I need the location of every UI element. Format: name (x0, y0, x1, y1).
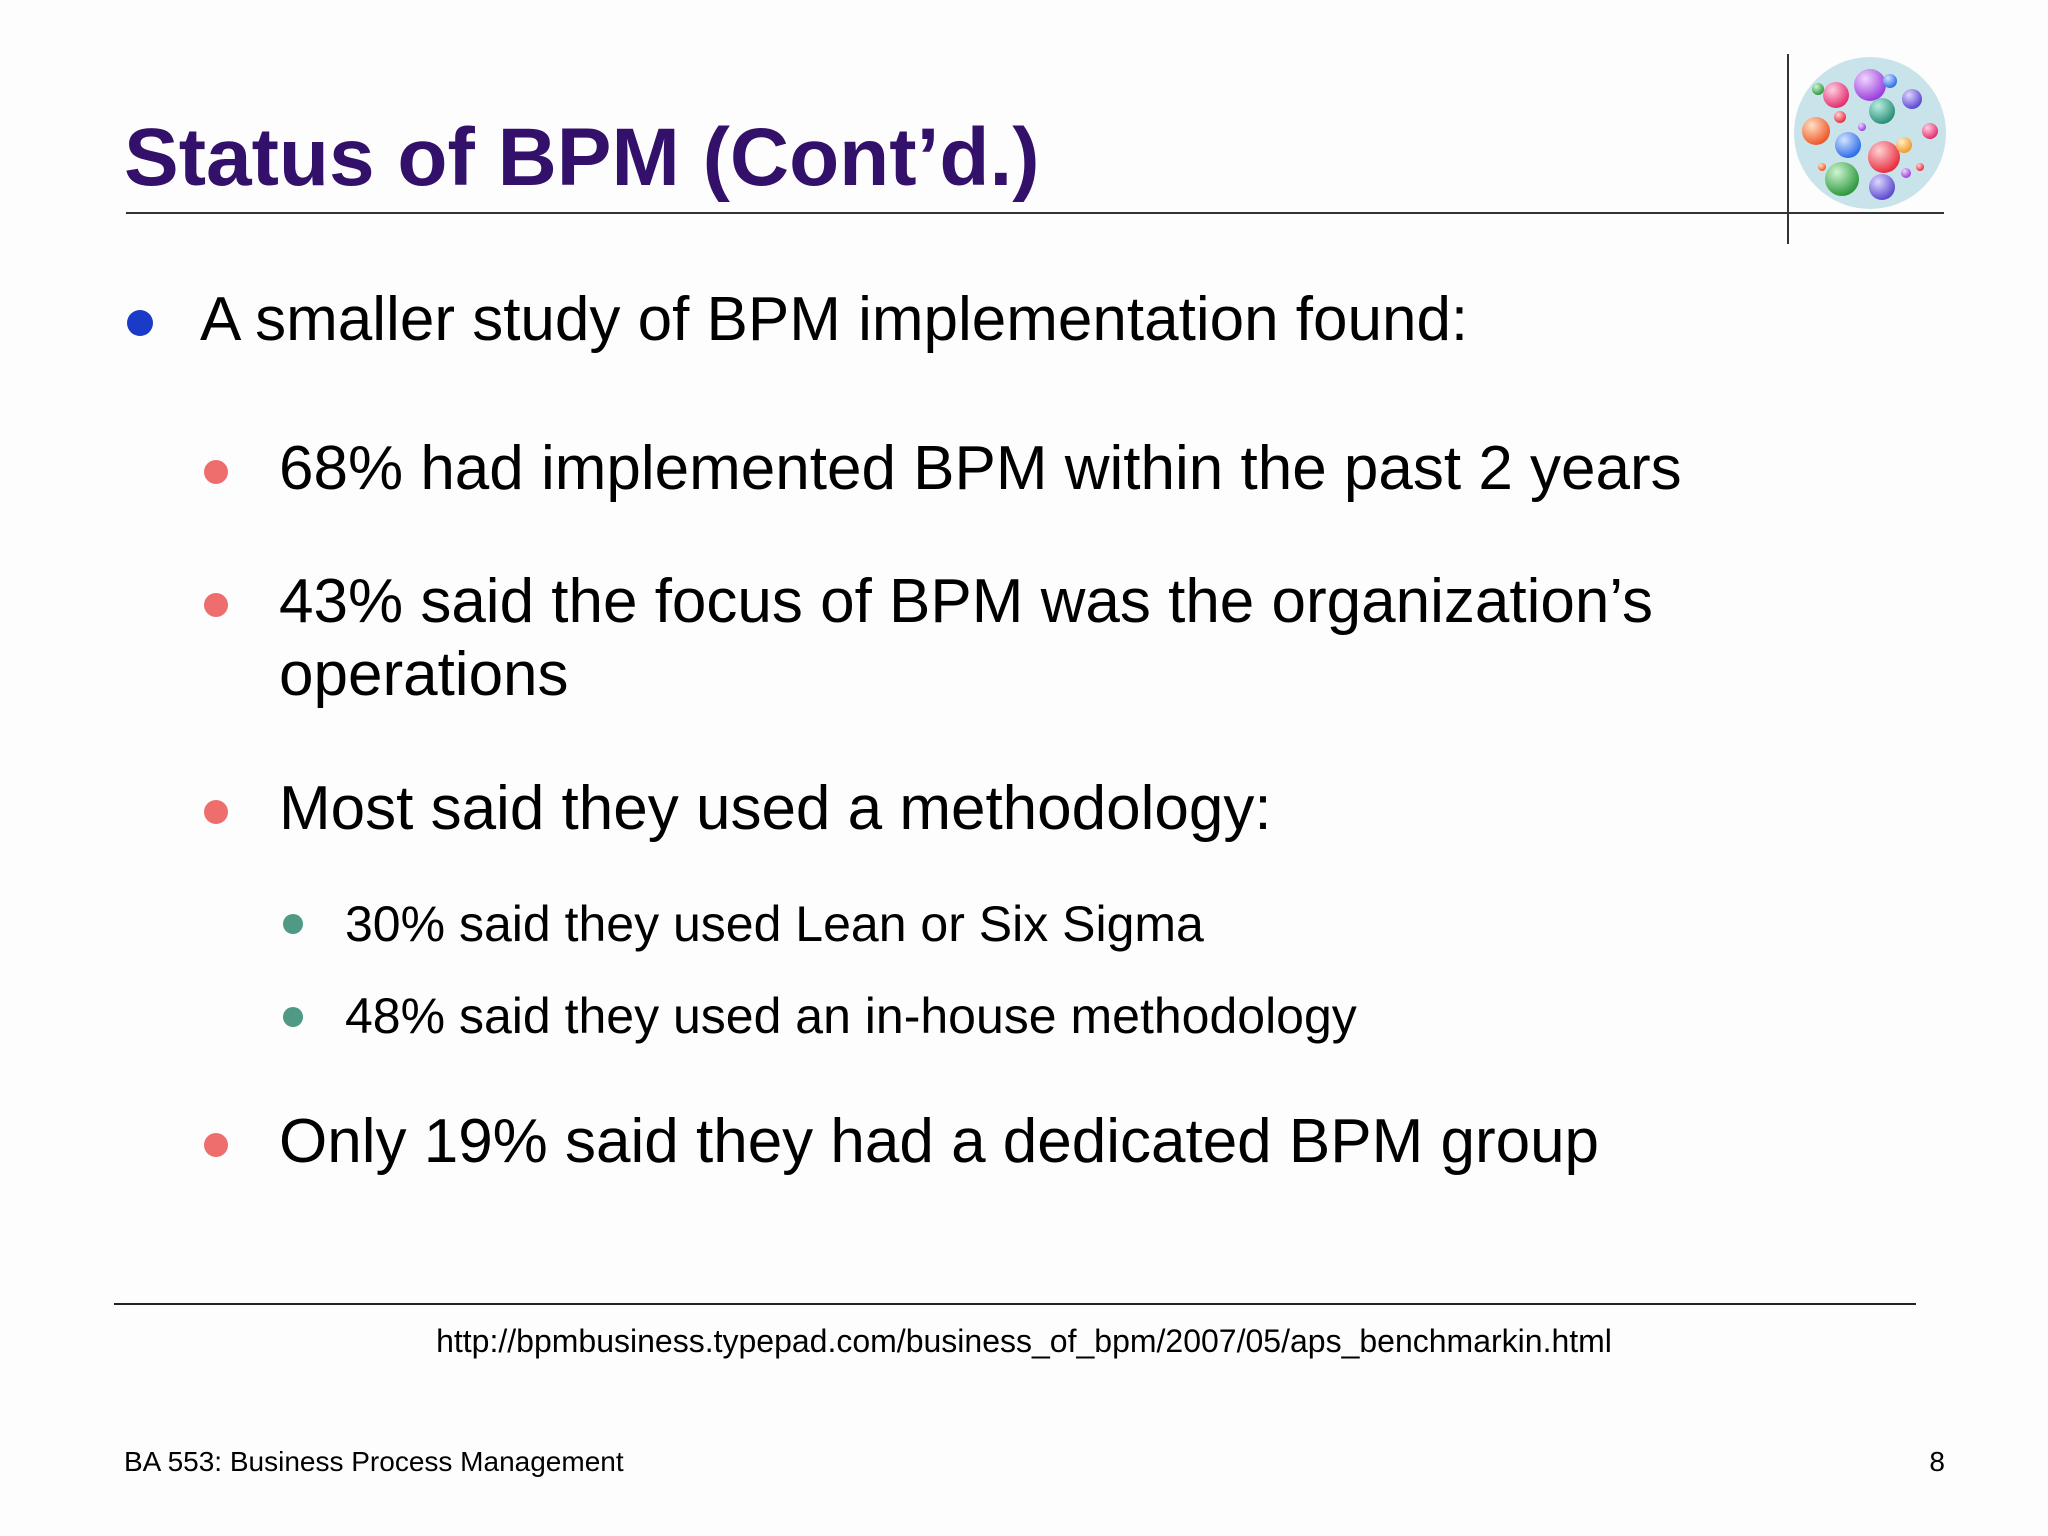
bubbles-logo-icon (1794, 57, 1946, 209)
bullet-marker (283, 1007, 303, 1027)
bullet-text: Only 19% said they had a dedicated BPM g… (279, 1107, 1600, 1176)
bullet-marker (204, 1133, 228, 1157)
bullet-marker (283, 914, 303, 934)
bullet-text-line1: 43% said the focus of BPM was the organi… (279, 567, 1653, 636)
bullet-text: Most said they used a methodology: (279, 774, 1272, 843)
bullet-marker (204, 800, 228, 824)
bullet-marker (127, 310, 153, 336)
bullet-text: A smaller study of BPM implementation fo… (200, 285, 1469, 354)
bullet-marker (204, 460, 228, 484)
bullet-marker (204, 593, 228, 617)
course-footer: BA 553: Business Process Management (124, 1446, 624, 1477)
logo-divider (1787, 54, 1789, 244)
page-number: 8 (1929, 1446, 1945, 1477)
slide-title: Status of BPM (Cont’d.) (124, 112, 1040, 203)
bullet-text-line2: operations (279, 640, 569, 709)
title-divider (126, 212, 1944, 214)
footer-divider (114, 1303, 1916, 1305)
source-url[interactable]: http://bpmbusiness.typepad.com/business_… (436, 1323, 1612, 1359)
bullet-text: 30% said they used Lean or Six Sigma (345, 896, 1204, 952)
bullet-text: 48% said they used an in-house methodolo… (345, 988, 1357, 1044)
bullet-text: 68% had implemented BPM within the past … (279, 434, 1682, 503)
